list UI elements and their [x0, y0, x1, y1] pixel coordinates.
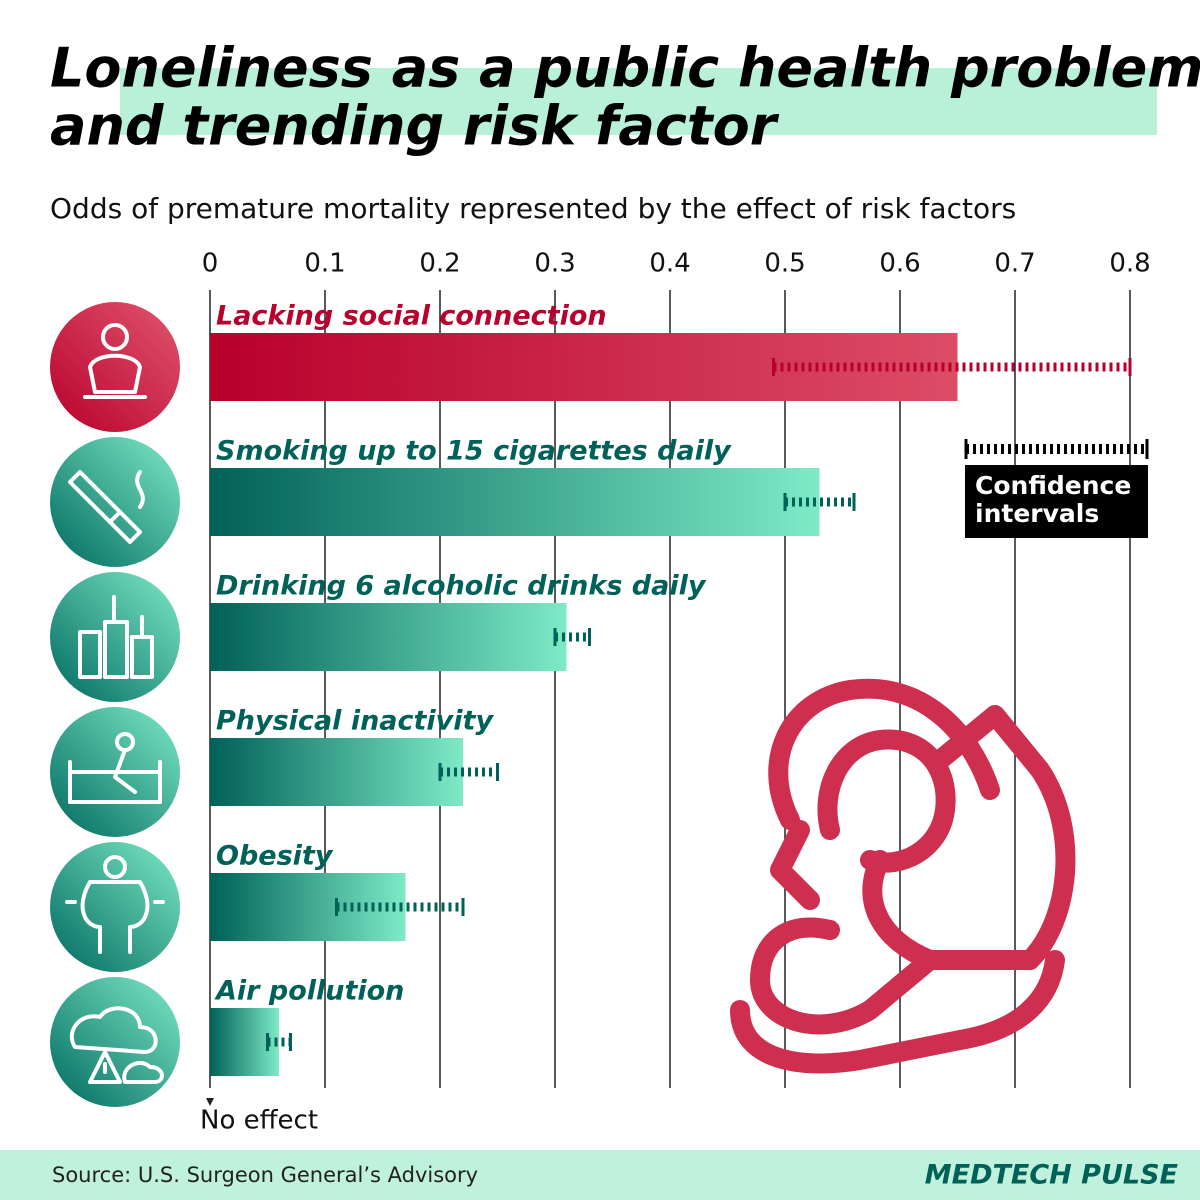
title-line: Loneliness as a public health problem [50, 37, 1200, 100]
bar [210, 468, 820, 536]
bars: Lacking social connection Smoking up to 1… [210, 301, 1132, 1076]
confidence-interval [783, 493, 856, 511]
icon-glyph [68, 470, 145, 544]
icons [50, 302, 180, 1107]
x-tick-label: 0.4 [649, 249, 690, 279]
confidence-interval [266, 1033, 292, 1051]
bar [210, 603, 567, 671]
confidence-interval [772, 358, 1132, 376]
legend-box: Confidence intervals [965, 465, 1148, 538]
confidence-interval [438, 763, 499, 781]
x-tick-label: 0.8 [1109, 249, 1150, 279]
x-tick-label: 0.3 [534, 249, 575, 279]
icon-glyph [78, 595, 154, 679]
x-tick-label: 0.2 [419, 249, 460, 279]
icon-glyph [68, 732, 162, 804]
category-icon [50, 437, 180, 567]
baseline-label: No effect [200, 1106, 318, 1136]
baseline-arrow [206, 1098, 214, 1106]
category-icon [50, 977, 180, 1107]
bar [210, 738, 463, 806]
footer-band [0, 1150, 1200, 1200]
category-icon [50, 572, 180, 702]
x-tick-label: 0.6 [879, 249, 920, 279]
category-label: Physical inactivity [216, 706, 494, 737]
x-tick-label: 0.5 [764, 249, 805, 279]
icon-glyph [69, 1006, 164, 1084]
confidence-interval [335, 898, 465, 916]
x-tick-label: 0 [202, 249, 219, 279]
bar [210, 873, 406, 941]
category-icon [50, 842, 180, 972]
icon-glyph [65, 855, 165, 954]
source: Source: U.S. Surgeon General’s Advisory [52, 1163, 478, 1187]
bar [210, 333, 958, 401]
category-label: Smoking up to 15 cigarettes daily [216, 436, 732, 467]
confidence-interval [553, 628, 591, 646]
category-label: Air pollution [214, 976, 404, 1007]
icon-glyph [83, 323, 147, 399]
grid: 0 0.1 0.2 0.3 0.4 0.5 0.6 0.7 0.8 No effect [200, 249, 1151, 1136]
illustration [730, 678, 1076, 1074]
legend-label: Confidence intervals [965, 465, 1148, 538]
category-label: Obesity [216, 841, 334, 872]
title-line: and trending risk factor [50, 95, 780, 158]
category-label: Drinking 6 alcoholic drinks daily [216, 571, 707, 602]
title-highlight [120, 68, 1157, 135]
x-tick-label: 0.1 [304, 249, 345, 279]
brand: MEDTECH PULSE [925, 1160, 1179, 1191]
category-label: Lacking social connection [216, 301, 607, 332]
x-tick-label: 0.7 [994, 249, 1035, 279]
category-icon [50, 302, 180, 432]
subtitle: Odds of premature mortality represented … [50, 192, 1016, 225]
